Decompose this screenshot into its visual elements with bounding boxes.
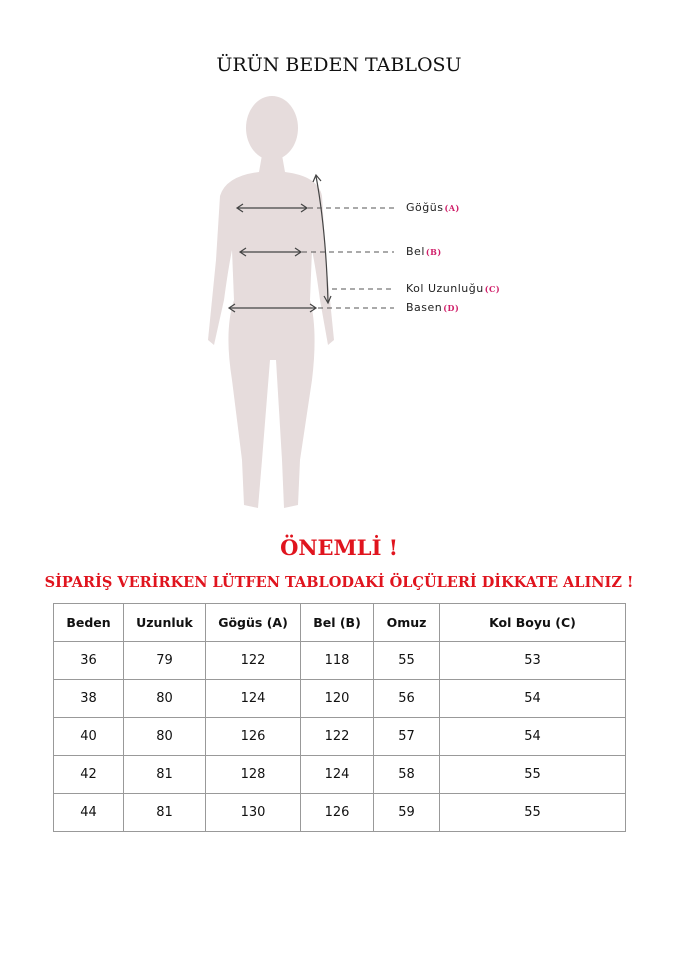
body-measurement-diagram [208,96,394,508]
table-cell: 38 [53,679,124,718]
table-cell: 40 [53,717,124,756]
female-silhouette [208,96,334,508]
label-waist: Bel(B) [406,245,442,258]
table-cell: 36 [53,641,124,680]
table-cell: 124 [300,755,374,794]
table-row: 44 81 130 126 59 55 [53,793,626,832]
table-cell: 124 [205,679,301,718]
table-cell: 55 [439,793,626,832]
table-row: 42 81 128 124 58 55 [53,755,626,794]
table-cell: 53 [439,641,626,680]
table-cell: 44 [53,793,124,832]
table-cell: 122 [300,717,374,756]
column-header: Bel (B) [300,603,374,642]
table-cell: 55 [373,641,440,680]
column-header: Omuz [373,603,440,642]
table-cell: 57 [373,717,440,756]
table-cell: 120 [300,679,374,718]
table-cell: 122 [205,641,301,680]
table-cell: 118 [300,641,374,680]
table-cell: 128 [205,755,301,794]
warning-text: SİPARİŞ VERİRKEN LÜTFEN TABLODAKİ ÖLÇÜLE… [44,574,634,591]
table-cell: 130 [205,793,301,832]
table-row: 38 80 124 120 56 54 [53,679,626,718]
table-cell: 58 [373,755,440,794]
table-cell: 54 [439,717,626,756]
table-row: 40 80 126 122 57 54 [53,717,626,756]
size-table: Beden Uzunluk Gögüs (A) Bel (B) Omuz Kol Boyu… [53,603,626,832]
label-sleeve-length: Kol Uzunluğu(C) [406,282,501,295]
table-row: 36 79 122 118 55 53 [53,641,626,680]
label-chest: Göğüs(A) [406,201,460,214]
page-title: ÜRÜN BEDEN TABLOSU [216,54,462,76]
column-header: Uzunluk [123,603,206,642]
table-cell: 81 [123,793,206,832]
table-cell: 79 [123,641,206,680]
column-header: Gögüs (A) [205,603,301,642]
table-cell: 126 [300,793,374,832]
column-header: Beden [53,603,124,642]
table-cell: 80 [123,717,206,756]
important-heading: ÖNEMLİ ! [280,535,398,560]
column-header: Kol Boyu (C) [439,603,626,642]
table-cell: 54 [439,679,626,718]
table-cell: 55 [439,755,626,794]
table-cell: 42 [53,755,124,794]
table-cell: 81 [123,755,206,794]
table-cell: 126 [205,717,301,756]
table-header-row: Beden Uzunluk Gögüs (A) Bel (B) Omuz Kol Boyu… [53,603,626,642]
table-cell: 56 [373,679,440,718]
label-hip: Basen(D) [406,301,460,314]
table-cell: 80 [123,679,206,718]
table-cell: 59 [373,793,440,832]
